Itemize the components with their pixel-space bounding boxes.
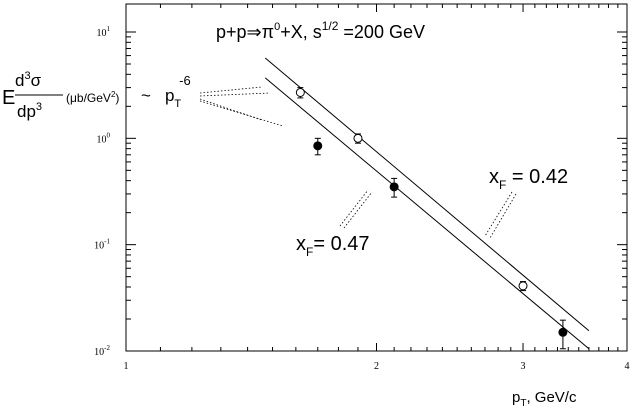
x-tick-label: 1 <box>124 361 129 372</box>
y-axis-label: E d3σ dp3 (μb/GeV2) <box>2 70 119 121</box>
annotation-pointer <box>199 92 271 97</box>
fit-lines <box>264 57 590 350</box>
fit-line-1 <box>264 77 590 350</box>
y-tick-label: 10-1 <box>94 238 110 252</box>
label-pointer-042 <box>484 191 513 237</box>
fit-line-0 <box>264 57 590 332</box>
y-tick-label: 10-2 <box>94 344 110 358</box>
data-points <box>295 87 568 350</box>
series-label-xf-042: xF = 0.42 <box>489 166 568 192</box>
filled-circle-point <box>558 327 568 337</box>
chart-title: p+p⇒π0+X, s1/2 =200 GeV <box>216 19 425 42</box>
ylabel-denominator: dp3 <box>17 101 42 121</box>
annotation-pointers <box>199 86 517 239</box>
x-tick-label: 3 <box>521 361 526 372</box>
label-pointer-047 <box>339 189 369 227</box>
x-axis-label: pT, GeV/c <box>512 389 577 409</box>
x-tick-label: 2 <box>374 361 379 372</box>
annotation-pointer <box>199 100 284 127</box>
label-pointer-047 <box>343 191 373 229</box>
ylabel-E: E <box>2 87 15 109</box>
ylabel-numerator: d3σ <box>15 70 42 90</box>
annotation-pointer <box>199 98 263 121</box>
x-tick-label: 4 <box>625 361 630 372</box>
y-tick-label: 101 <box>97 25 111 39</box>
filled-circle-point <box>389 182 399 192</box>
y-tick-label: 100 <box>97 131 111 145</box>
filled-circle-point <box>313 141 323 151</box>
open-circle-point <box>295 87 305 97</box>
ylabel-units: (μb/GeV2) <box>66 90 119 105</box>
open-circle-point <box>353 133 363 143</box>
open-circle-point <box>518 281 528 291</box>
power-law-annotation: ~ pT-6 <box>141 73 191 110</box>
label-pointer-042 <box>489 193 517 239</box>
axis-ticks: 1 2 3 4 10-2 10-1 100 101 <box>94 4 630 372</box>
series-label-xf-047: xF= 0.47 <box>296 233 370 259</box>
